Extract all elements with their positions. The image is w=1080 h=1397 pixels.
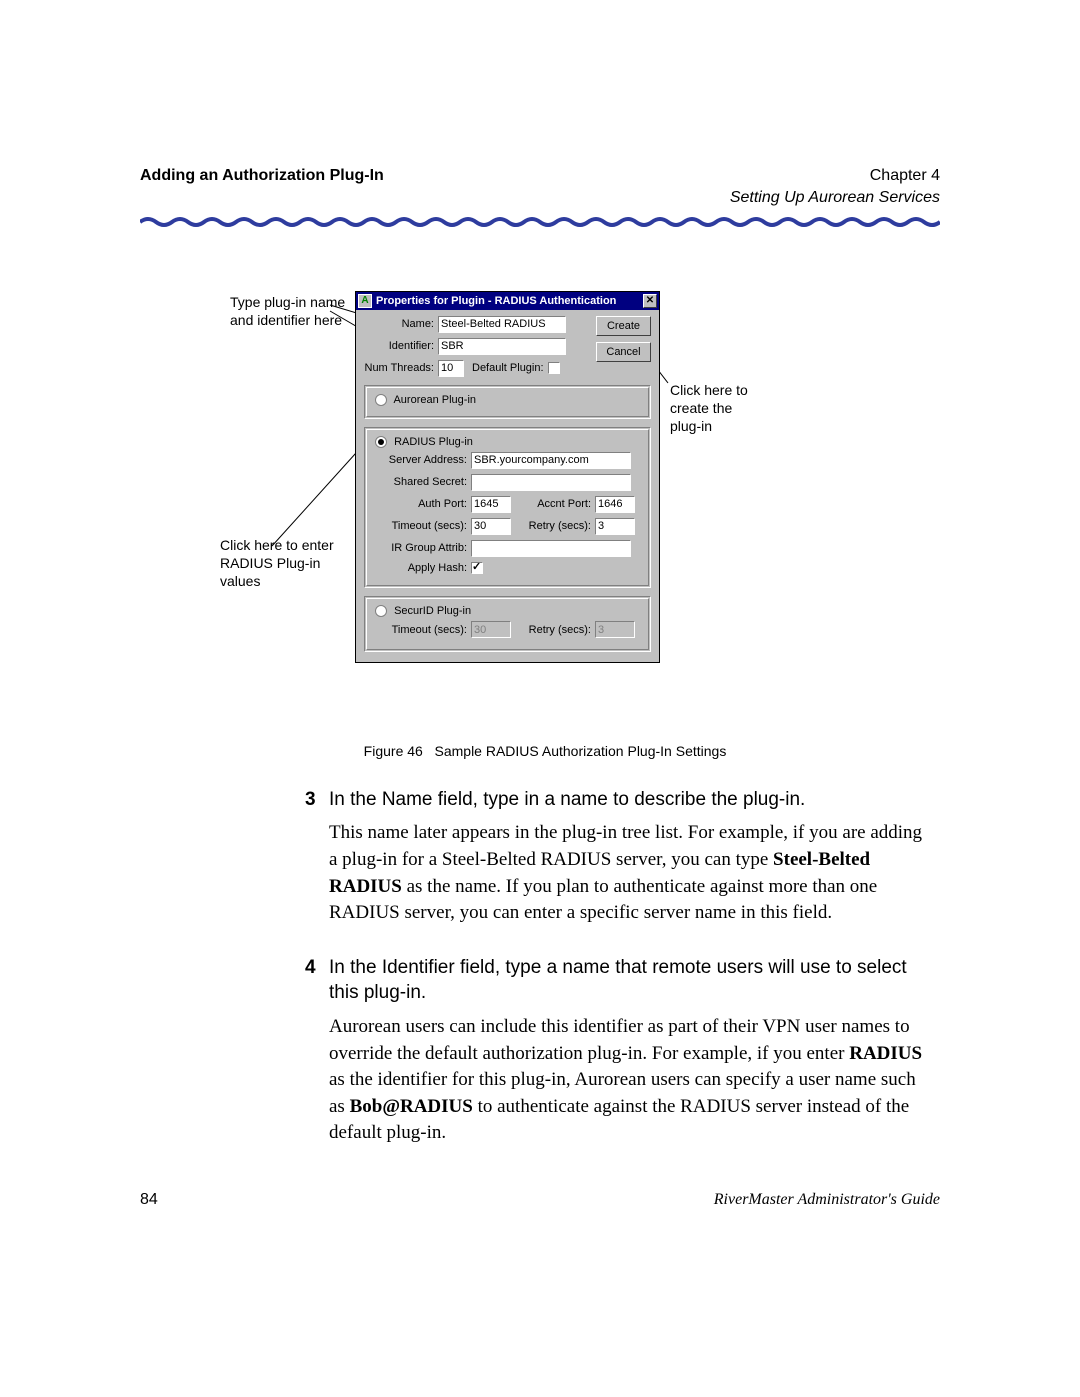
footer-guide: RiverMaster Administrator's Guide bbox=[714, 1191, 940, 1209]
step-4-para: Aurorean users can include this identifi… bbox=[329, 1014, 935, 1147]
sec-retry-input bbox=[595, 621, 635, 638]
header-chapter: Chapter 4 bbox=[730, 165, 940, 187]
dialog-titlebar[interactable]: A Properties for Plugin - RADIUS Authent… bbox=[356, 292, 659, 310]
numthreads-label: Num Threads: bbox=[364, 362, 434, 374]
securid-radio-label: SecurID Plug-in bbox=[394, 605, 471, 617]
aurorean-radio-label: Aurorean Plug-in bbox=[393, 394, 476, 406]
defaultplugin-label: Default Plugin: bbox=[472, 362, 544, 374]
numthreads-input[interactable] bbox=[438, 360, 464, 377]
wavy-divider bbox=[140, 216, 940, 228]
step-3-title: In the Name field, type in a name to des… bbox=[329, 787, 935, 813]
step-4-title: In the Identifier field, type a name tha… bbox=[329, 955, 935, 1006]
sec-timeout-label: Timeout (secs): bbox=[375, 624, 467, 636]
timeout-label: Timeout (secs): bbox=[375, 520, 467, 532]
step-3: 3 In the Name field, type in a name to d… bbox=[305, 787, 935, 927]
defaultplugin-checkbox[interactable] bbox=[548, 362, 560, 374]
timeout-input[interactable] bbox=[471, 518, 511, 535]
step-3-num: 3 bbox=[305, 787, 329, 927]
step-4-num: 4 bbox=[305, 955, 329, 1147]
retry-label: Retry (secs): bbox=[521, 520, 591, 532]
radius-radio[interactable] bbox=[375, 436, 387, 448]
secret-label: Shared Secret: bbox=[375, 476, 467, 488]
app-icon: A bbox=[358, 294, 372, 308]
header-subtitle: Setting Up Aurorean Services bbox=[730, 187, 940, 209]
sec-timeout-input bbox=[471, 621, 511, 638]
auth-input[interactable] bbox=[471, 496, 511, 513]
callout-right: Click here to create the plug-in bbox=[670, 381, 748, 436]
secret-input[interactable] bbox=[471, 474, 631, 491]
figure-caption: Figure 46 Sample RADIUS Authorization Pl… bbox=[305, 743, 785, 759]
accnt-label: Accnt Port: bbox=[521, 498, 591, 510]
sec-retry-label: Retry (secs): bbox=[521, 624, 591, 636]
identifier-input[interactable] bbox=[438, 338, 566, 355]
securid-radio[interactable] bbox=[375, 605, 387, 617]
name-input[interactable] bbox=[438, 316, 566, 333]
securid-frame: SecurID Plug-in Timeout (secs): Retry (s… bbox=[364, 596, 651, 652]
irgroup-input[interactable] bbox=[471, 540, 631, 557]
step-3-para: This name later appears in the plug-in t… bbox=[329, 820, 935, 926]
radius-frame: RADIUS Plug-in Server Address: Shared Se… bbox=[364, 427, 651, 588]
close-icon[interactable]: ✕ bbox=[643, 294, 657, 308]
accnt-input[interactable] bbox=[595, 496, 635, 513]
page-number: 84 bbox=[140, 1191, 158, 1209]
aurorean-frame: Aurorean Plug-in bbox=[364, 385, 651, 419]
radius-radio-label: RADIUS Plug-in bbox=[394, 436, 473, 448]
server-input[interactable] bbox=[471, 452, 631, 469]
applyhash-label: Apply Hash: bbox=[375, 562, 467, 574]
irgroup-label: IR Group Attrib: bbox=[375, 542, 467, 554]
server-label: Server Address: bbox=[375, 454, 467, 466]
identifier-label: Identifier: bbox=[364, 340, 434, 352]
cancel-button[interactable]: Cancel bbox=[596, 342, 651, 362]
retry-input[interactable] bbox=[595, 518, 635, 535]
auth-label: Auth Port: bbox=[375, 498, 467, 510]
create-button[interactable]: Create bbox=[596, 316, 651, 336]
name-label: Name: bbox=[364, 318, 434, 330]
step-4: 4 In the Identifier field, type a name t… bbox=[305, 955, 935, 1147]
plugin-properties-dialog: A Properties for Plugin - RADIUS Authent… bbox=[355, 291, 660, 663]
callout-topleft: Type plug-in name and identifier here bbox=[230, 293, 345, 329]
header-section-title: Adding an Authorization Plug-In bbox=[140, 165, 384, 210]
applyhash-checkbox[interactable] bbox=[471, 562, 483, 574]
dialog-title: Properties for Plugin - RADIUS Authentic… bbox=[376, 295, 643, 307]
aurorean-radio[interactable] bbox=[375, 394, 387, 406]
callout-botleft: Click here to enter RADIUS Plug-in value… bbox=[220, 536, 334, 591]
